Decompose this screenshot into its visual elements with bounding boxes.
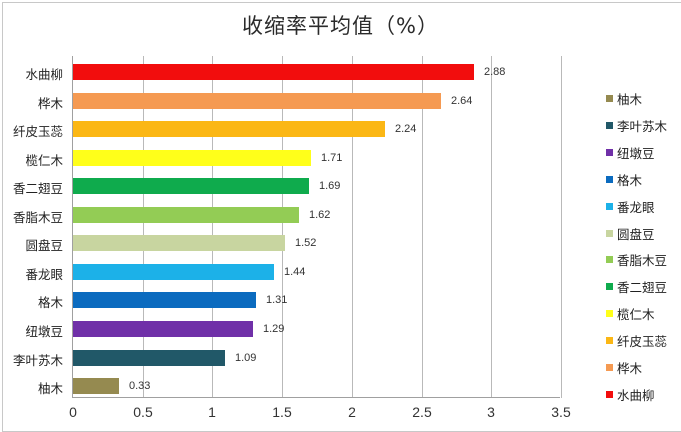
legend-swatch-icon xyxy=(606,336,613,344)
value-label: 1.71 xyxy=(321,152,343,164)
bar xyxy=(73,178,309,194)
bar xyxy=(73,321,253,337)
legend-item: 纽墩豆 xyxy=(606,144,655,161)
bar xyxy=(73,378,119,394)
legend-item: 水曲柳 xyxy=(606,386,655,403)
x-tick-label: 2 xyxy=(348,404,356,420)
category-label: 格木 xyxy=(37,295,63,310)
legend-item: 香二翅豆 xyxy=(606,278,668,295)
legend-swatch-icon xyxy=(606,94,613,102)
legend-swatch-icon xyxy=(606,175,613,183)
x-tick-label: 3.5 xyxy=(551,404,571,420)
x-tick-label: 0 xyxy=(69,404,77,420)
legend-item: 格木 xyxy=(606,171,643,188)
legend-label: 柚木 xyxy=(617,91,643,107)
legend-item: 香脂木豆 xyxy=(606,251,668,268)
value-label: 1.31 xyxy=(266,294,288,306)
category-label: 纤皮玉蕊 xyxy=(12,124,63,139)
legend-item: 柚木 xyxy=(606,90,643,107)
legend-label: 番龙眼 xyxy=(617,199,655,215)
value-label: 1.52 xyxy=(295,237,317,249)
legend-swatch-icon xyxy=(606,121,613,129)
bar xyxy=(73,93,441,109)
gridline xyxy=(352,56,353,398)
chart-title: 收缩率平均值（%） xyxy=(242,14,439,38)
value-label: 0.33 xyxy=(129,380,151,392)
gridline xyxy=(561,56,562,398)
value-label: 1.29 xyxy=(263,323,285,335)
legend-item: 番龙眼 xyxy=(606,198,655,215)
gridline xyxy=(282,56,283,398)
x-tick-label: 1 xyxy=(208,404,216,420)
x-tick-label: 2.5 xyxy=(412,404,432,420)
legend-swatch-icon xyxy=(606,148,613,156)
legend-swatch-icon xyxy=(606,309,613,317)
legend-item: 圆盘豆 xyxy=(606,225,655,242)
gridline xyxy=(212,56,213,398)
value-label: 2.24 xyxy=(395,123,417,135)
legend-label: 桦木 xyxy=(617,360,643,376)
bar xyxy=(73,64,474,80)
x-axis-line xyxy=(72,397,560,398)
legend-item: 李叶苏木 xyxy=(606,117,668,134)
legend-swatch-icon xyxy=(606,202,613,210)
legend-label: 圆盘豆 xyxy=(617,226,655,242)
legend-item: 榄仁木 xyxy=(606,305,655,322)
legend-label: 榄仁木 xyxy=(617,306,655,322)
bar xyxy=(73,292,256,308)
legend-item: 纤皮玉蕊 xyxy=(606,332,668,349)
x-tick-label: 1.5 xyxy=(272,404,292,420)
legend-swatch-icon xyxy=(606,390,613,398)
category-label: 桦木 xyxy=(37,96,63,111)
plot-area: 0 0.5 1 1.5 2 2.5 3 3.5 水曲柳 2.88 桦木 2.64 纤皮玉蕊 2.24 榄仁木… xyxy=(12,56,571,420)
legend-label: 纽墩豆 xyxy=(617,145,655,161)
value-label: 2.88 xyxy=(484,66,506,78)
legend-label: 香二翅豆 xyxy=(617,279,668,295)
bar xyxy=(73,150,311,166)
x-tick-label: 0.5 xyxy=(133,404,153,420)
category-label: 柚木 xyxy=(37,381,63,396)
category-label: 圆盘豆 xyxy=(25,238,63,253)
category-label: 纽墩豆 xyxy=(25,324,63,339)
legend-swatch-icon xyxy=(606,363,613,371)
category-label: 李叶苏木 xyxy=(12,353,63,368)
category-label: 香脂木豆 xyxy=(12,210,63,225)
legend-item: 桦木 xyxy=(606,359,643,376)
legend-label: 纤皮玉蕊 xyxy=(617,333,668,349)
bar xyxy=(73,350,225,366)
x-tick-label: 3 xyxy=(487,404,495,420)
category-label: 番龙眼 xyxy=(25,267,63,282)
category-label: 香二翅豆 xyxy=(12,181,63,196)
gridline xyxy=(143,56,144,398)
category-label: 水曲柳 xyxy=(25,67,63,82)
value-label: 2.64 xyxy=(451,95,473,107)
legend-label: 格木 xyxy=(617,172,643,188)
value-label: 1.69 xyxy=(319,180,341,192)
gridline xyxy=(422,56,423,398)
gridline xyxy=(491,56,492,398)
legend-swatch-icon xyxy=(606,282,613,290)
y-axis-line xyxy=(72,56,73,398)
value-label: 1.09 xyxy=(235,352,257,364)
legend-swatch-icon xyxy=(606,229,613,237)
value-label: 1.62 xyxy=(309,209,331,221)
category-label: 榄仁木 xyxy=(25,153,63,168)
value-label: 1.44 xyxy=(284,266,306,278)
legend-label: 水曲柳 xyxy=(617,387,655,403)
bar xyxy=(73,235,285,251)
bar xyxy=(73,121,385,137)
bar xyxy=(73,264,274,280)
legend-swatch-icon xyxy=(606,255,613,263)
legend-label: 李叶苏木 xyxy=(617,118,668,134)
legend-label: 香脂木豆 xyxy=(617,252,668,268)
bar xyxy=(73,207,299,223)
